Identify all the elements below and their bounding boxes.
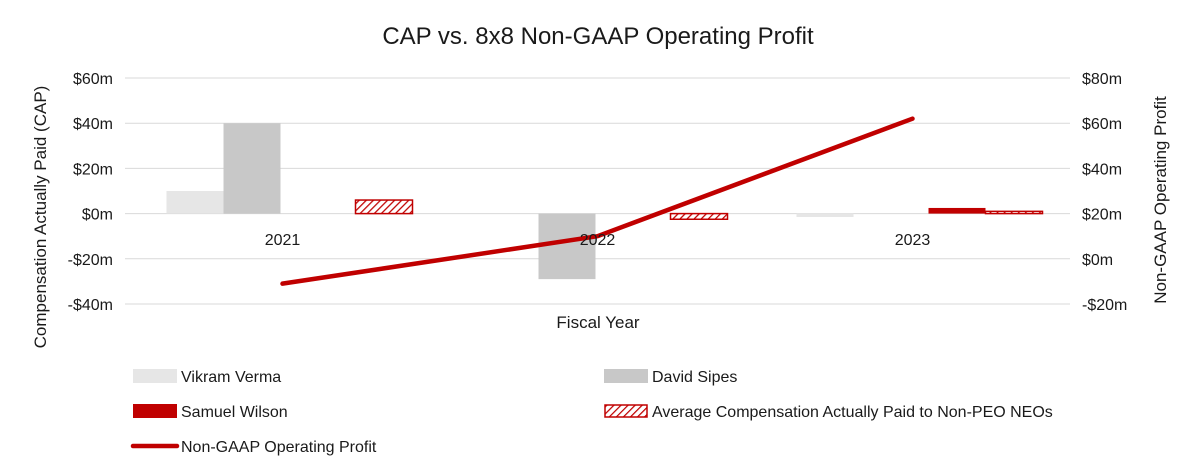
legend-item: Non-GAAP Operating Profit [130, 439, 377, 456]
bar-samuel-wilson-2023 [928, 207, 986, 214]
bar-average-compensation-actually-paid-to-non-peo-neos-2021 [354, 199, 414, 215]
bar-average-compensation-actually-paid-to-non-peo-neos-2023 [984, 210, 1044, 215]
bar-david-sipes-2022 [538, 213, 596, 280]
y2-tick-label: $0m [1082, 252, 1113, 269]
x-axis-title: Fiscal Year [556, 313, 639, 332]
line-series-non-gaap-operating-profit [280, 116, 915, 286]
legend-item: Vikram Verma [133, 369, 281, 386]
y2-tick-label: $20m [1082, 207, 1122, 224]
y-axis-title: Compensation Actually Paid (CAP) [31, 86, 50, 349]
bar-average-compensation-actually-paid-to-non-peo-neos-2022 [669, 212, 729, 221]
y2-tick-label: $40m [1082, 161, 1122, 178]
legend: Vikram Verma David Sipes Samuel Wilson Aver… [130, 369, 1053, 456]
bar-vikram-verma-2021 [166, 191, 224, 214]
bar-david-sipes-2021 [223, 123, 281, 214]
y2-tick-label: $80m [1082, 71, 1122, 88]
legend-swatch [604, 369, 648, 383]
x-category-label: 2023 [895, 232, 931, 249]
y2-tick-label: -$20m [1082, 297, 1127, 314]
legend-label: Average Compensation Actually Paid to No… [652, 404, 1053, 421]
y-tick-label: $20m [73, 161, 113, 178]
legend-label: Non-GAAP Operating Profit [181, 439, 377, 456]
y-tick-label: -$40m [68, 297, 113, 314]
legend-swatch [133, 404, 177, 418]
legend-label: Samuel Wilson [181, 404, 288, 421]
legend-item: David Sipes [604, 369, 737, 386]
chart-title: CAP vs. 8x8 Non-GAAP Operating Profit [382, 23, 814, 50]
legend-label: Vikram Verma [181, 369, 281, 386]
y2-axis-title: Non-GAAP Operating Profit [1151, 96, 1170, 304]
legend-item: Samuel Wilson [133, 404, 288, 421]
x-category-label: 2022 [580, 232, 616, 249]
bar-vikram-verma-2023 [796, 213, 854, 217]
y-tick-label: $0m [82, 207, 113, 224]
x-category-label: 2021 [265, 232, 301, 249]
legend-swatch [133, 369, 177, 383]
y2-tick-label: $60m [1082, 116, 1122, 133]
legend-item: Average Compensation Actually Paid to No… [604, 404, 1053, 421]
legend-label: David Sipes [652, 369, 737, 386]
legend-swatch [604, 404, 648, 418]
y-tick-label: $40m [73, 116, 113, 133]
y-tick-label: -$20m [68, 252, 113, 269]
y-tick-label: $60m [73, 71, 113, 88]
